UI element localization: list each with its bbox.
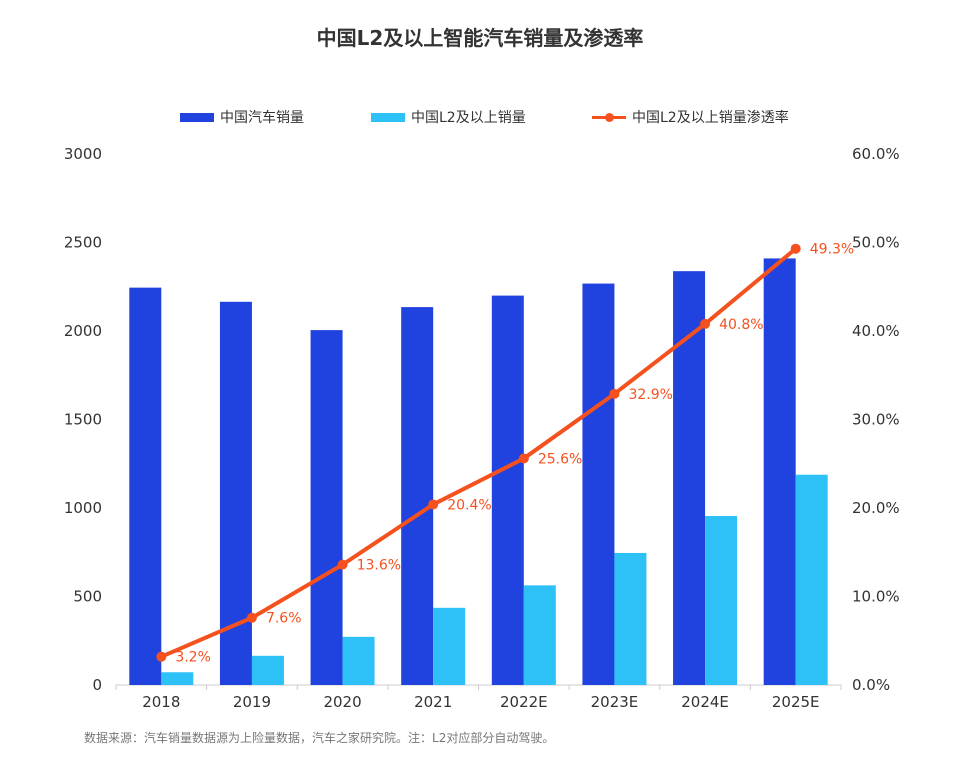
bar-l2-sales	[161, 672, 193, 685]
y-left-tick-label: 3000	[64, 145, 102, 163]
data-label-penetration: 32.9%	[628, 387, 672, 403]
x-tick-label: 2019	[233, 693, 271, 711]
y-right-tick-label: 0.0%	[852, 676, 890, 694]
data-label-penetration: 20.4%	[447, 497, 491, 513]
point-penetration	[519, 453, 529, 463]
bar-l2-sales	[343, 637, 375, 685]
y-right-tick-label: 30.0%	[852, 411, 900, 429]
data-label-penetration: 25.6%	[538, 451, 582, 467]
point-penetration	[156, 652, 166, 662]
bar-car-sales	[311, 330, 343, 685]
bar-car-sales	[673, 271, 705, 685]
x-tick-label: 2022E	[500, 693, 548, 711]
y-right-tick-label: 20.0%	[852, 499, 900, 517]
point-penetration	[791, 244, 801, 254]
x-tick-label: 2024E	[681, 693, 729, 711]
point-penetration	[700, 319, 710, 329]
y-right-tick-label: 40.0%	[852, 322, 900, 340]
x-tick-label: 2020	[323, 693, 361, 711]
y-left-tick-label: 0	[92, 676, 102, 694]
point-penetration	[609, 389, 619, 399]
bar-l2-sales	[614, 553, 646, 685]
point-penetration	[247, 613, 257, 623]
y-left-tick-label: 2000	[64, 322, 102, 340]
data-label-penetration: 40.8%	[719, 317, 763, 333]
bar-car-sales	[764, 258, 796, 685]
y-left-tick-label: 1000	[64, 499, 102, 517]
data-label-penetration: 7.6%	[266, 611, 302, 627]
data-label-penetration: 49.3%	[810, 242, 854, 258]
bar-car-sales	[582, 284, 614, 685]
bar-l2-sales	[705, 516, 737, 685]
x-tick-label: 2023E	[591, 693, 639, 711]
x-tick-label: 2021	[414, 693, 452, 711]
bar-car-sales	[401, 307, 433, 685]
y-left-tick-label: 500	[73, 588, 102, 606]
y-left-tick-label: 2500	[64, 234, 102, 252]
bar-l2-sales	[252, 656, 284, 685]
source-note: 数据来源：汽车销量数据源为上险量数据，汽车之家研究院。注：L2对应部分自动驾驶。	[84, 729, 554, 746]
bar-car-sales	[129, 288, 161, 685]
bar-l2-sales	[524, 585, 556, 685]
bar-l2-sales	[796, 475, 828, 685]
data-label-penetration: 3.2%	[175, 650, 211, 666]
chart-plot: 0 500 1000 1500 2000 2500 3000 0.0% 10.0% 20.0% 30…	[0, 0, 960, 758]
bar-l2-sales	[433, 608, 465, 685]
x-tick-label: 2025E	[772, 693, 820, 711]
point-penetration	[428, 499, 438, 509]
y-right-tick-label: 60.0%	[852, 145, 900, 163]
point-penetration	[338, 560, 348, 570]
y-right-tick-label: 50.0%	[852, 234, 900, 252]
y-right-tick-label: 10.0%	[852, 588, 900, 606]
y-left-tick-label: 1500	[64, 411, 102, 429]
data-label-penetration: 13.6%	[357, 558, 401, 574]
bar-car-sales	[492, 296, 524, 685]
x-tick-label: 2018	[142, 693, 180, 711]
